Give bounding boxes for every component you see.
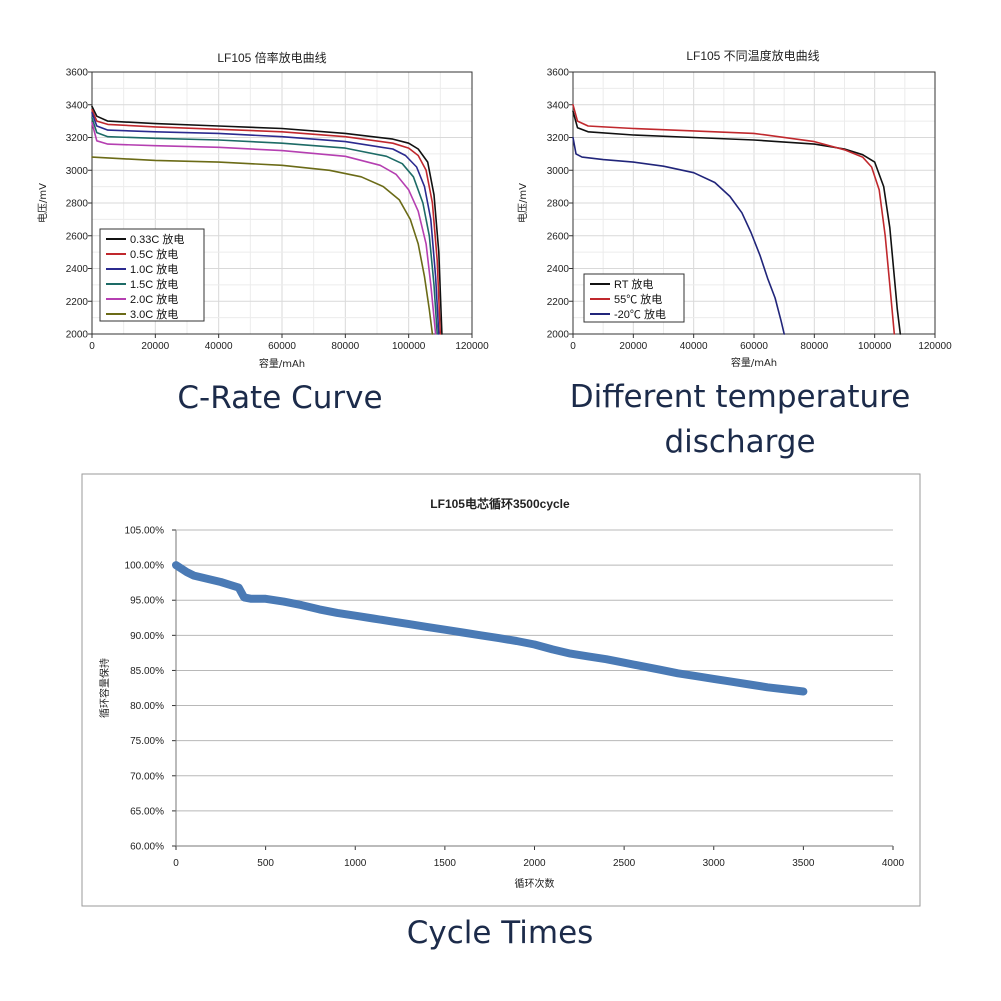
legend-entry: 1.0C 放电: [130, 262, 178, 276]
x-tick-label: 120000: [455, 341, 489, 352]
y-tick-label: 3200: [547, 133, 570, 144]
y-tick-label: 100.00%: [125, 561, 165, 572]
plot-frame: [572, 71, 936, 335]
caption-cycle-times: Cycle Times: [406, 915, 594, 951]
series-line-1: [91, 105, 443, 335]
y-tick-label: 2600: [547, 231, 570, 242]
chart-outer-border: [81, 473, 921, 907]
chart-title: LF105电芯循环3500cycle: [430, 496, 570, 511]
chart-1: 0 20000 40000 60000 80000 100000 120000 2000 220…: [36, 50, 489, 370]
series-line-3: [572, 136, 785, 335]
x-tick-label: 40000: [205, 341, 233, 352]
chart-3: 0 500 1000 1500 2000 2500 3000 3500 4000 60.00% 65…: [81, 473, 921, 907]
x-tick-label: 20000: [619, 341, 647, 352]
caption-temperature-line2: discharge: [664, 424, 816, 460]
legend-entry: 0.33C 放电: [130, 232, 184, 246]
x-tick-label: 1000: [344, 858, 367, 869]
x-tick-label: 0: [89, 341, 95, 352]
y-axis-label: 循环容量保持: [98, 658, 111, 718]
y-tick-label: 2400: [547, 264, 570, 275]
plot-frame: [91, 71, 473, 335]
y-tick-label: 60.00%: [130, 842, 164, 853]
series-line-2: [572, 104, 896, 335]
x-axis-label: 容量/mAh: [259, 357, 305, 370]
series-line-2: [91, 108, 442, 335]
chart-title: LF105 倍率放电曲线: [217, 50, 326, 65]
legend: 0.33C 放电0.5C 放电1.0C 放电1.5C 放电2.0C 放电3.0C…: [99, 228, 205, 322]
y-tick-label: 95.00%: [130, 596, 164, 607]
chart-2: 0 20000 40000 60000 80000 100000 120000 2000 220…: [516, 48, 952, 369]
x-tick-label: 80000: [800, 341, 828, 352]
y-tick-label: 105.00%: [125, 526, 165, 537]
y-tick-label: 3400: [547, 100, 570, 111]
x-axis-label: 容量/mAh: [731, 356, 777, 369]
caption-temperature-line1: Different temperature: [569, 379, 911, 415]
y-tick-label: 3200: [66, 133, 89, 144]
x-tick-label: 120000: [918, 341, 952, 352]
x-tick-label: 3500: [792, 858, 815, 869]
y-tick-label: 2000: [547, 330, 570, 341]
x-tick-label: 3000: [703, 858, 726, 869]
legend-entry: 55℃ 放电: [614, 292, 662, 306]
series-line-3: [91, 112, 440, 335]
x-tick-label: 4000: [882, 858, 905, 869]
series-line-6: [91, 156, 434, 335]
legend-entry: RT 放电: [614, 277, 653, 291]
x-tick-label: 2500: [613, 858, 636, 869]
legend-box: [99, 228, 205, 322]
caption-c-rate: C-Rate Curve: [177, 380, 383, 416]
legend-entry: 3.0C 放电: [130, 307, 178, 321]
y-tick-label: 2600: [66, 231, 89, 242]
y-tick-label: 3000: [66, 166, 89, 177]
y-tick-label: 2200: [547, 297, 570, 308]
series-line-1: [172, 561, 808, 696]
y-tick-label: 3400: [66, 100, 89, 111]
x-tick-label: 60000: [740, 341, 768, 352]
x-tick-label: 100000: [858, 341, 892, 352]
x-tick-label: 0: [173, 858, 179, 869]
legend-entry: 0.5C 放电: [130, 247, 178, 261]
y-tick-label: 2800: [547, 199, 570, 210]
y-tick-label: 85.00%: [130, 666, 164, 677]
y-tick-label: 65.00%: [130, 806, 164, 817]
x-tick-label: 0: [570, 341, 576, 352]
y-axis-label: 电压/mV: [36, 183, 49, 223]
x-tick-label: 2000: [523, 858, 546, 869]
y-tick-label: 70.00%: [130, 771, 164, 782]
x-tick-label: 40000: [680, 341, 708, 352]
x-tick-label: 1500: [434, 858, 457, 869]
x-tick-label: 20000: [141, 341, 169, 352]
series-line-5: [91, 122, 437, 335]
series-line-4: [91, 117, 438, 335]
x-tick-label: 100000: [392, 341, 426, 352]
y-tick-label: 2000: [66, 330, 89, 341]
y-tick-label: 3600: [547, 68, 570, 79]
x-axis-label: 循环次数: [515, 877, 555, 890]
x-tick-label: 80000: [331, 341, 359, 352]
y-axis-label: 电压/mV: [516, 183, 529, 223]
y-tick-label: 75.00%: [130, 736, 164, 747]
y-tick-label: 2400: [66, 264, 89, 275]
y-tick-label: 2200: [66, 297, 89, 308]
legend-entry: 2.0C 放电: [130, 292, 178, 306]
x-tick-label: 500: [257, 858, 274, 869]
chart-title: LF105 不同温度放电曲线: [686, 48, 819, 63]
y-tick-label: 3000: [547, 166, 570, 177]
y-tick-label: 90.00%: [130, 631, 164, 642]
legend-entry: 1.5C 放电: [130, 277, 178, 291]
x-tick-label: 60000: [268, 341, 296, 352]
y-tick-label: 3600: [66, 68, 89, 79]
legend-entry: -20℃ 放电: [614, 307, 666, 321]
y-tick-label: 80.00%: [130, 701, 164, 712]
y-tick-label: 2800: [66, 199, 89, 210]
